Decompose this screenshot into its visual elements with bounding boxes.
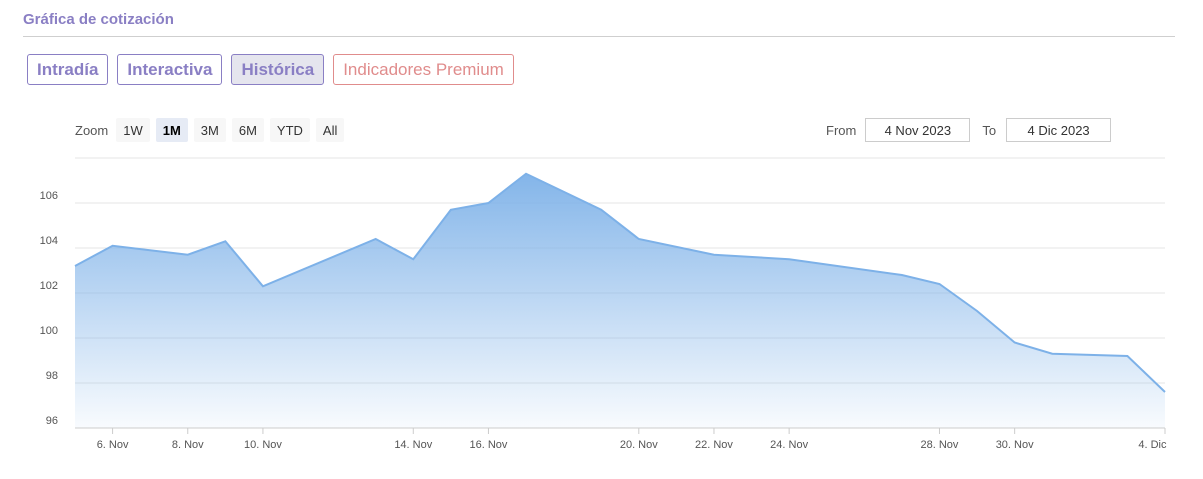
title-divider xyxy=(23,36,1175,37)
zoom-1m-button[interactable]: 1M xyxy=(155,118,188,142)
from-label: From xyxy=(826,122,857,138)
to-label: To xyxy=(982,122,997,138)
zoom-label: Zoom xyxy=(75,122,109,138)
x-tick-label: 24. Nov xyxy=(770,439,808,451)
tab-interactiva[interactable]: Interactiva xyxy=(117,54,223,85)
to-date-input[interactable]: 4 Dic 2023 xyxy=(1006,118,1112,142)
y-tick-label: 100 xyxy=(40,325,58,337)
zoom-3m-button[interactable]: 3M xyxy=(193,118,226,142)
y-tick-label: 106 xyxy=(40,190,58,202)
from-date-input[interactable]: 4 Nov 2023 xyxy=(865,118,971,142)
tab-indicadores-premium[interactable]: Indicadores Premium xyxy=(333,54,514,85)
x-tick-label: 6. Nov xyxy=(97,439,129,451)
x-tick-label: 22. Nov xyxy=(695,439,733,451)
x-tick-label: 4. Dic xyxy=(1138,439,1167,451)
series-line xyxy=(74,172,1166,393)
y-tick-label: 104 xyxy=(40,235,58,247)
series-fill xyxy=(75,173,1165,428)
zoom-all-button[interactable]: All xyxy=(315,118,345,142)
x-tick-label: 10. Nov xyxy=(244,439,282,451)
zoom-ytd-button[interactable]: YTD xyxy=(269,118,310,142)
y-axis: 96 98 100 102 104 106 xyxy=(40,190,58,427)
x-axis: 6. Nov 8. Nov 10. Nov 14. Nov 16. Nov 20. Nov… xyxy=(75,427,1167,451)
x-tick-label: 20. Nov xyxy=(620,439,658,451)
tab-historica[interactable]: Histórica xyxy=(231,54,325,85)
zoom-6m-button[interactable]: 6M xyxy=(231,118,264,142)
zoom-controls: Zoom 1W 1M 3M 6M YTD All xyxy=(75,118,345,142)
x-tick-label: 28. Nov xyxy=(921,439,959,451)
chart-section-title: Gráfica de cotización xyxy=(23,11,174,28)
date-range: From 4 Nov 2023 To 4 Dic 2023 xyxy=(826,118,1112,142)
zoom-1w-button[interactable]: 1W xyxy=(116,118,150,142)
x-tick-label: 8. Nov xyxy=(172,439,204,451)
x-tick-label: 14. Nov xyxy=(394,439,432,451)
chart-tabs: Intradía Interactiva Histórica Indicador… xyxy=(27,54,514,85)
y-tick-label: 96 xyxy=(46,415,58,427)
tab-intradia[interactable]: Intradía xyxy=(27,54,109,85)
x-tick-label: 30. Nov xyxy=(996,439,1034,451)
x-tick-label: 16. Nov xyxy=(469,439,507,451)
y-tick-label: 102 xyxy=(40,280,58,292)
series-area xyxy=(74,172,1166,428)
y-tick-label: 98 xyxy=(46,370,58,382)
